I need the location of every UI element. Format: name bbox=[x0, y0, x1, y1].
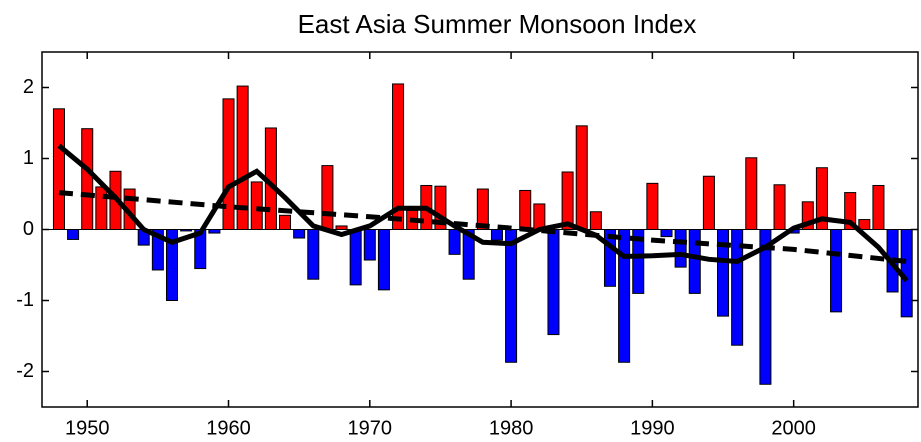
chart-title: East Asia Summer Monsoon Index bbox=[298, 9, 697, 39]
x-tick-label: 1980 bbox=[489, 417, 534, 439]
bar bbox=[279, 214, 292, 231]
bar bbox=[67, 229, 80, 240]
bar bbox=[95, 186, 108, 230]
bar bbox=[745, 157, 758, 230]
bar bbox=[52, 108, 65, 230]
bar bbox=[830, 229, 843, 313]
bar bbox=[363, 229, 376, 261]
bar bbox=[377, 229, 390, 291]
bar bbox=[547, 229, 560, 336]
bar bbox=[448, 229, 461, 255]
y-tick-label: -1 bbox=[16, 289, 34, 311]
bar bbox=[222, 98, 235, 230]
y-tick-label: -2 bbox=[16, 360, 34, 382]
bar bbox=[349, 229, 362, 286]
bar bbox=[293, 229, 306, 239]
x-tick-label: 2000 bbox=[771, 417, 816, 439]
bar bbox=[561, 171, 574, 231]
x-tick-label: 1960 bbox=[206, 417, 251, 439]
x-tick-label: 1970 bbox=[348, 417, 393, 439]
bar bbox=[589, 211, 602, 230]
bar bbox=[759, 229, 772, 385]
bar bbox=[872, 184, 885, 230]
x-tick-label: 1990 bbox=[630, 417, 675, 439]
y-tick-label: 1 bbox=[23, 147, 34, 169]
y-tick-label: 2 bbox=[23, 76, 34, 98]
trend-line bbox=[58, 190, 907, 264]
bar bbox=[688, 229, 701, 294]
bar bbox=[773, 184, 786, 231]
bar bbox=[702, 175, 715, 230]
bar bbox=[533, 203, 546, 231]
bar bbox=[674, 229, 687, 268]
bar bbox=[307, 229, 320, 280]
y-tick-label: 0 bbox=[23, 218, 34, 240]
bar bbox=[646, 182, 659, 231]
bar bbox=[618, 229, 631, 363]
bar bbox=[858, 219, 871, 230]
bar bbox=[490, 229, 503, 241]
bar bbox=[250, 181, 263, 230]
bar bbox=[81, 128, 94, 230]
x-tick-label: 1950 bbox=[65, 417, 110, 439]
bar bbox=[208, 229, 221, 234]
bar bbox=[335, 225, 348, 230]
bar bbox=[519, 189, 532, 230]
bar bbox=[321, 165, 334, 231]
bar bbox=[660, 229, 673, 238]
bar bbox=[505, 229, 518, 363]
bar bbox=[575, 125, 588, 230]
